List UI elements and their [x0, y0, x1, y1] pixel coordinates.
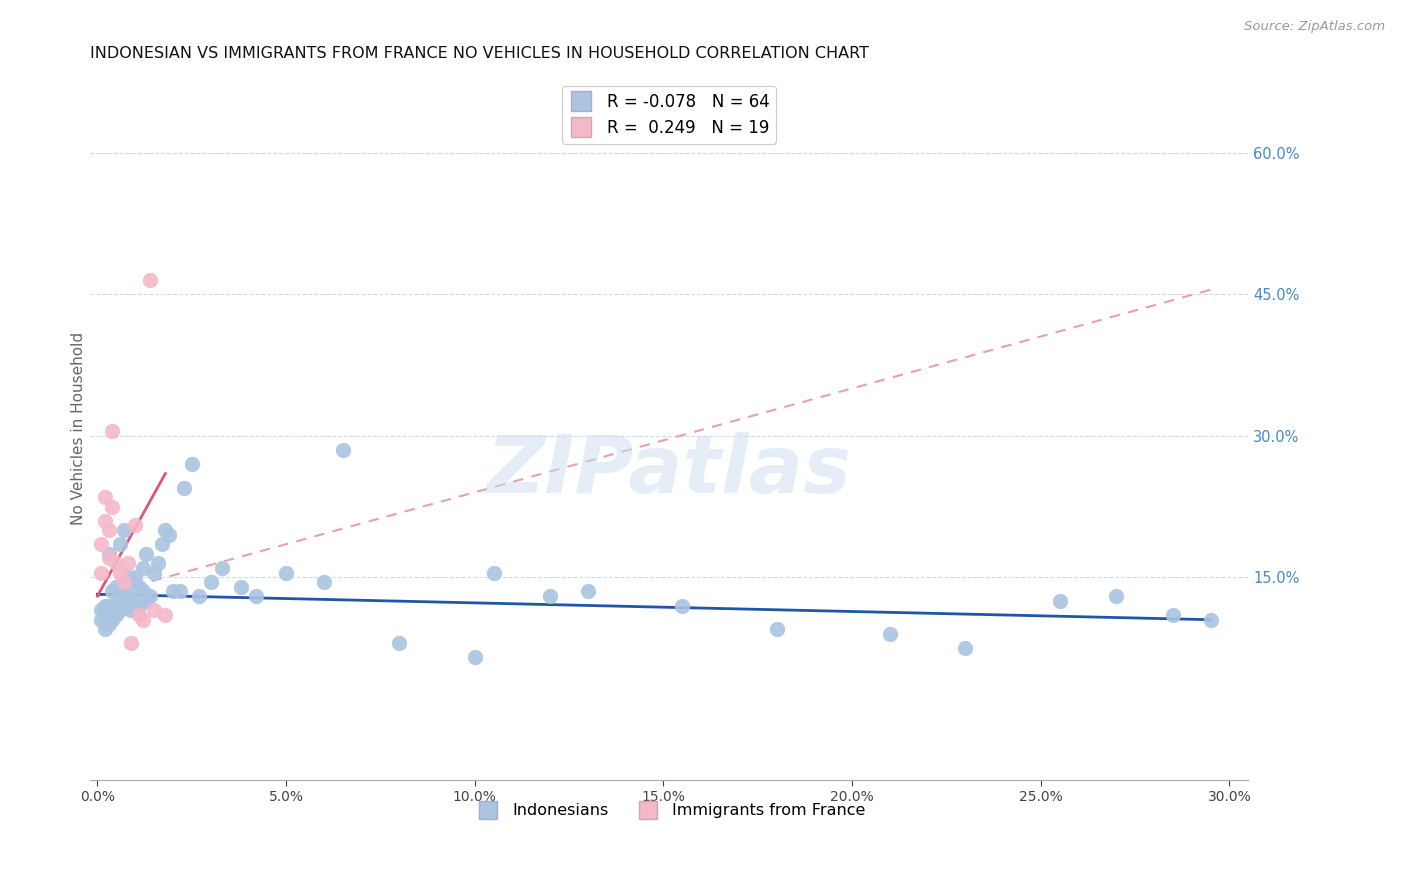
Point: [128, 599, 150, 613]
Point: [94, 490, 117, 504]
Point: [146, 556, 169, 570]
Point: [211, 561, 233, 575]
Point: [112, 523, 135, 537]
Point: [312, 574, 335, 589]
Point: [143, 566, 166, 580]
Point: [90, 537, 112, 551]
Point: [200, 574, 222, 589]
Point: [1105, 589, 1128, 603]
Point: [90, 603, 112, 617]
Point: [108, 589, 131, 603]
Point: [765, 622, 787, 636]
Point: [117, 556, 139, 570]
Point: [94, 607, 117, 622]
Point: [112, 599, 135, 613]
Point: [955, 640, 977, 655]
Point: [124, 594, 146, 608]
Point: [105, 556, 128, 570]
Point: [108, 537, 131, 551]
Point: [131, 561, 153, 575]
Point: [188, 589, 211, 603]
Point: [90, 613, 112, 627]
Point: [120, 636, 142, 650]
Point: [1199, 613, 1222, 627]
Point: [139, 589, 162, 603]
Point: [162, 584, 184, 599]
Point: [94, 622, 117, 636]
Point: [117, 570, 139, 584]
Text: ZIPatlas: ZIPatlas: [486, 432, 852, 510]
Point: [94, 599, 117, 613]
Point: [274, 566, 297, 580]
Point: [108, 603, 131, 617]
Point: [97, 551, 120, 566]
Point: [97, 547, 120, 561]
Point: [155, 607, 177, 622]
Point: [1161, 607, 1184, 622]
Point: [169, 584, 191, 599]
Point: [120, 574, 142, 589]
Point: [97, 599, 120, 613]
Point: [131, 613, 153, 627]
Point: [139, 273, 162, 287]
Point: [135, 547, 157, 561]
Point: [112, 589, 135, 603]
Point: [150, 537, 173, 551]
Point: [135, 594, 157, 608]
Text: Source: ZipAtlas.com: Source: ZipAtlas.com: [1244, 20, 1385, 33]
Point: [128, 580, 150, 594]
Point: [671, 599, 693, 613]
Point: [124, 518, 146, 533]
Y-axis label: No Vehicles in Household: No Vehicles in Household: [72, 332, 86, 525]
Point: [388, 636, 411, 650]
Legend: Indonesians, Immigrants from France: Indonesians, Immigrants from France: [465, 797, 872, 824]
Point: [105, 580, 128, 594]
Text: INDONESIAN VS IMMIGRANTS FROM FRANCE NO VEHICLES IN HOUSEHOLD CORRELATION CHART: INDONESIAN VS IMMIGRANTS FROM FRANCE NO …: [90, 46, 869, 62]
Point: [101, 584, 124, 599]
Point: [332, 443, 354, 458]
Point: [94, 514, 117, 528]
Point: [464, 650, 486, 665]
Point: [155, 523, 177, 537]
Point: [245, 589, 267, 603]
Point: [879, 627, 901, 641]
Point: [117, 589, 139, 603]
Point: [101, 613, 124, 627]
Point: [128, 607, 150, 622]
Point: [97, 523, 120, 537]
Point: [229, 580, 252, 594]
Point: [90, 566, 112, 580]
Point: [105, 599, 128, 613]
Point: [108, 566, 131, 580]
Point: [157, 528, 180, 542]
Point: [538, 589, 561, 603]
Point: [1049, 594, 1071, 608]
Point: [173, 481, 195, 495]
Point: [180, 457, 202, 471]
Point: [101, 599, 124, 613]
Point: [576, 584, 599, 599]
Point: [124, 570, 146, 584]
Point: [131, 584, 153, 599]
Point: [97, 617, 120, 632]
Point: [101, 500, 124, 514]
Point: [117, 599, 139, 613]
Point: [482, 566, 505, 580]
Point: [101, 424, 124, 438]
Point: [112, 574, 135, 589]
Point: [143, 603, 166, 617]
Point: [120, 603, 142, 617]
Point: [105, 607, 128, 622]
